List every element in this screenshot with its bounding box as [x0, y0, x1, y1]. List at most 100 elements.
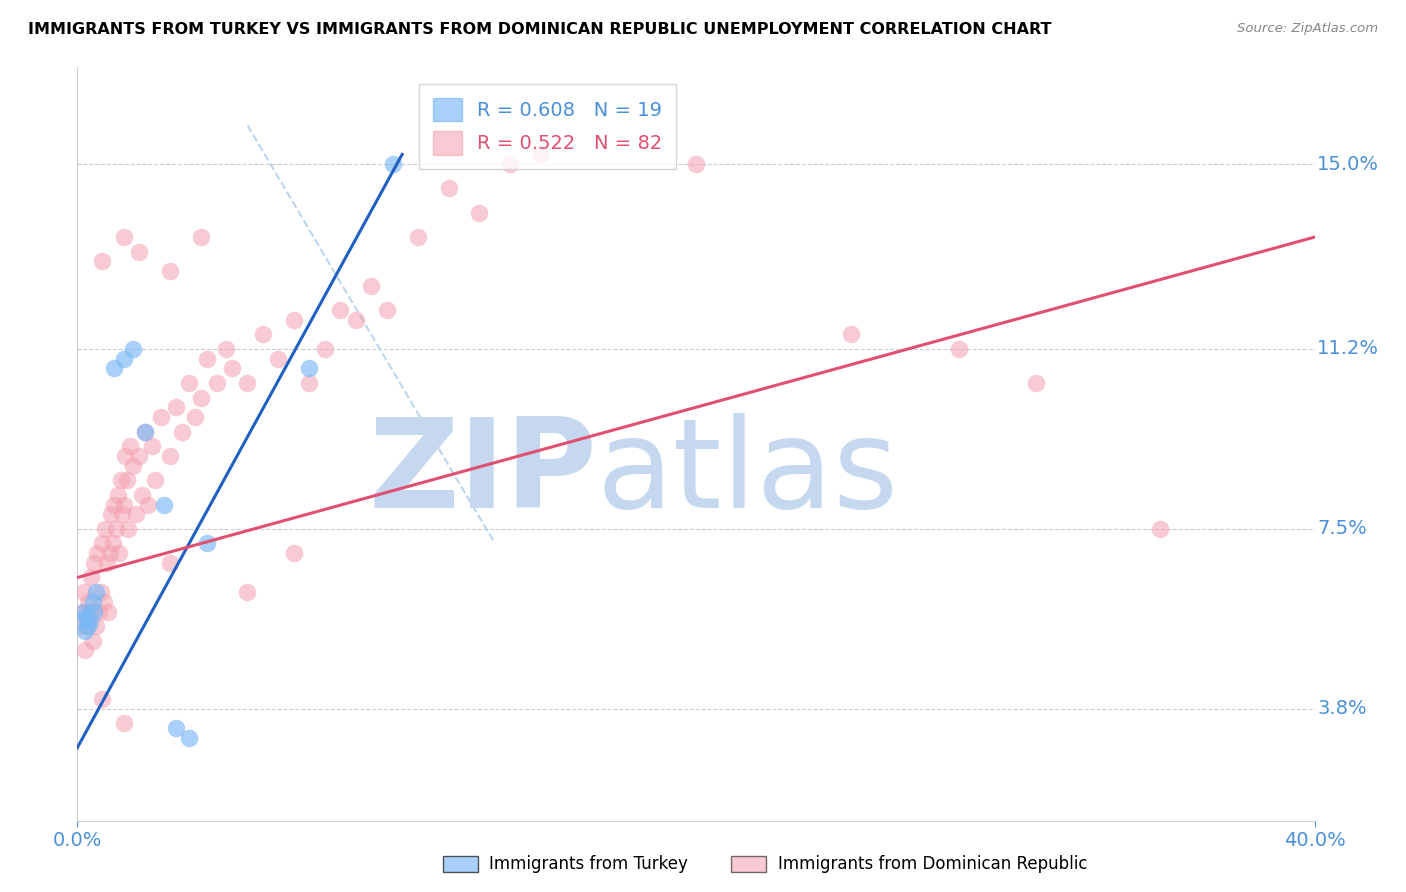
- Point: [79, 614, 101, 628]
- Point: [79, 605, 101, 619]
- Point: [381, 157, 404, 171]
- Point: [112, 230, 135, 244]
- Point: [375, 303, 398, 318]
- Point: [437, 181, 460, 195]
- Point: [82, 633, 104, 648]
- Point: [468, 206, 491, 220]
- Point: [76, 609, 98, 624]
- Point: [86, 546, 108, 560]
- Point: [298, 361, 321, 376]
- Point: [100, 508, 122, 522]
- Point: [115, 473, 138, 487]
- Point: [77, 619, 100, 633]
- Point: [159, 449, 181, 463]
- Point: [93, 595, 115, 609]
- Point: [177, 731, 200, 745]
- Point: [360, 278, 382, 293]
- Point: [125, 508, 148, 522]
- Text: IMMIGRANTS FROM TURKEY VS IMMIGRANTS FROM DOMINICAN REPUBLIC UNEMPLOYMENT CORREL: IMMIGRANTS FROM TURKEY VS IMMIGRANTS FRO…: [28, 22, 1052, 37]
- Point: [141, 439, 163, 453]
- Point: [165, 721, 187, 735]
- Point: [111, 508, 134, 522]
- Point: [108, 546, 131, 560]
- Point: [91, 536, 114, 550]
- Point: [112, 498, 135, 512]
- Point: [84, 585, 107, 599]
- Point: [107, 488, 129, 502]
- Point: [101, 536, 124, 550]
- Point: [77, 595, 100, 609]
- Point: [97, 605, 120, 619]
- Point: [190, 391, 212, 405]
- Point: [96, 556, 118, 570]
- Point: [134, 425, 156, 439]
- Point: [165, 401, 187, 415]
- Point: [406, 230, 429, 244]
- Point: [128, 244, 150, 259]
- Point: [91, 254, 114, 268]
- Point: [205, 376, 228, 390]
- Point: [948, 342, 970, 356]
- Text: atlas: atlas: [598, 413, 898, 534]
- Point: [314, 342, 336, 356]
- Point: [184, 410, 207, 425]
- Text: 15.0%: 15.0%: [1317, 154, 1379, 174]
- Point: [105, 522, 127, 536]
- Point: [138, 498, 160, 512]
- Point: [143, 473, 166, 487]
- Point: [83, 556, 105, 570]
- Point: [685, 157, 707, 171]
- Point: [103, 361, 125, 376]
- Point: [70, 605, 93, 619]
- Point: [122, 458, 145, 473]
- Point: [110, 473, 132, 487]
- Point: [153, 498, 176, 512]
- Point: [344, 312, 367, 326]
- Point: [159, 264, 181, 278]
- Legend: R = 0.608   N = 19, R = 0.522   N = 82: R = 0.608 N = 19, R = 0.522 N = 82: [419, 84, 676, 169]
- Text: 3.8%: 3.8%: [1317, 699, 1367, 718]
- Point: [267, 351, 290, 366]
- Point: [91, 692, 114, 706]
- Point: [298, 376, 321, 390]
- Point: [283, 312, 305, 326]
- Point: [530, 147, 553, 161]
- Point: [72, 605, 94, 619]
- Point: [76, 619, 98, 633]
- Point: [329, 303, 352, 318]
- Point: [149, 410, 172, 425]
- Point: [159, 556, 181, 570]
- Point: [98, 546, 121, 560]
- Point: [195, 536, 218, 550]
- Point: [1149, 522, 1171, 536]
- Point: [103, 498, 125, 512]
- Point: [72, 585, 94, 599]
- Point: [75, 643, 96, 657]
- Point: [70, 614, 93, 628]
- Point: [69, 619, 91, 633]
- Point: [80, 570, 103, 584]
- Point: [221, 361, 243, 376]
- Point: [499, 157, 522, 171]
- Point: [117, 522, 139, 536]
- Point: [172, 425, 194, 439]
- Point: [82, 595, 104, 609]
- Point: [195, 351, 218, 366]
- Text: 7.5%: 7.5%: [1317, 519, 1367, 539]
- Text: Source: ZipAtlas.com: Source: ZipAtlas.com: [1237, 22, 1378, 36]
- Point: [75, 624, 96, 638]
- Point: [122, 342, 145, 356]
- Text: Immigrants from Turkey: Immigrants from Turkey: [489, 855, 688, 873]
- Point: [190, 230, 212, 244]
- Point: [252, 327, 274, 342]
- Point: [112, 716, 135, 731]
- Point: [90, 585, 111, 599]
- Point: [114, 449, 136, 463]
- Point: [94, 522, 117, 536]
- Point: [84, 619, 107, 633]
- Point: [112, 351, 135, 366]
- Point: [1025, 376, 1047, 390]
- Point: [215, 342, 238, 356]
- Point: [177, 376, 200, 390]
- Point: [87, 605, 110, 619]
